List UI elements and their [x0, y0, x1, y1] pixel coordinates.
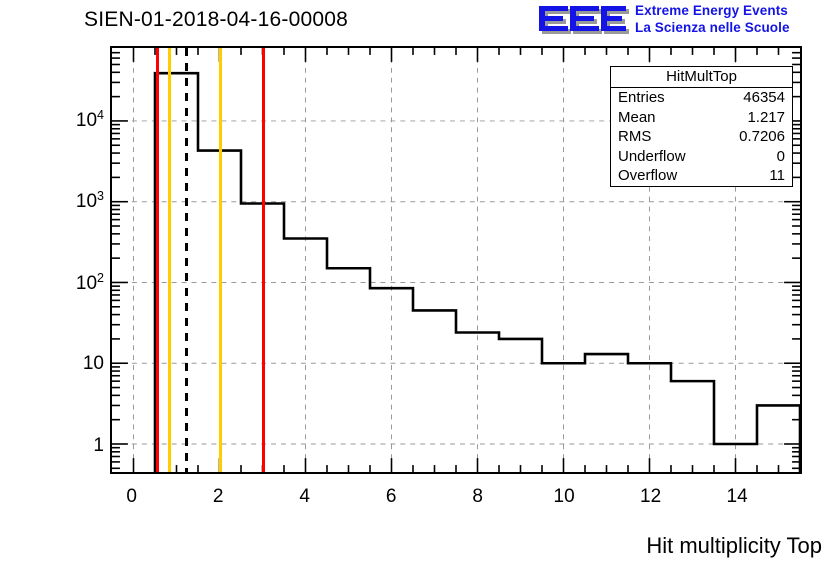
stats-row-value: 1.217	[747, 108, 785, 126]
x-tick-label: 8	[472, 486, 483, 507]
x-tick-label: 12	[640, 486, 662, 507]
eee-logo: Extreme Energy Events La Scienza nelle S…	[537, 2, 833, 40]
eee-letters-icon	[539, 6, 629, 34]
page-title: SIEN-01-2018-04-16-00008	[84, 8, 348, 31]
y-tick-label: 1	[93, 434, 104, 456]
x-axis-title: Hit multiplicity Top	[646, 533, 822, 558]
red-low-threshold	[156, 48, 160, 472]
stats-row-value: 0.7206	[739, 128, 785, 145]
stats-box-title: HitMultTop	[611, 67, 792, 88]
eee-logo-text: Extreme Energy Events La Scienza nelle S…	[635, 3, 790, 36]
x-tick-label: 0	[126, 486, 137, 507]
stats-row: Mean 1.217	[611, 108, 792, 128]
marker-lines	[112, 48, 800, 472]
stats-row: Underflow 0	[611, 147, 792, 167]
stats-row: Overflow 11	[611, 166, 792, 186]
eee-logo-line1: Extreme Energy Events	[635, 3, 788, 18]
orange-high-threshold	[219, 48, 223, 472]
x-tick-label: 4	[299, 486, 310, 507]
y-tick-label: 102	[75, 270, 104, 294]
x-tick-label: 6	[385, 486, 397, 507]
stats-row-key: Entries	[618, 89, 665, 106]
eee-logo-line2: La Scienza nelle Scuole	[635, 19, 790, 35]
y-axis-labels: 1 10 102 103 104	[0, 0, 104, 572]
y-tick-label: 10	[82, 353, 104, 375]
x-tick-label: 2	[212, 486, 224, 507]
stats-row-key: Overflow	[618, 167, 678, 184]
x-tick-label: 14	[726, 486, 748, 507]
y-tick-label: 104	[75, 107, 104, 131]
x-axis-labels: 0 2 4 6 8 10 12 14	[0, 486, 836, 516]
stats-box-rows: Entries 46354 Mean 1.217 RMS 0.7206 Underflow 0…	[611, 88, 792, 186]
orange-low-threshold	[168, 48, 172, 472]
stats-row-key: RMS	[618, 128, 652, 145]
red-high-threshold	[262, 48, 266, 472]
stats-row-key: Mean	[618, 108, 656, 126]
y-tick-label: 103	[75, 188, 104, 213]
stats-box: HitMultTop Entries 46354 Mean 1.217 RMS 0.720…	[610, 66, 793, 187]
stats-row-value: 46354	[743, 89, 785, 106]
stats-row: Entries 46354	[611, 88, 792, 108]
stats-row-value: 11	[769, 167, 785, 184]
stats-row-value: 0	[776, 147, 785, 165]
stats-row-key: Underflow	[618, 147, 686, 165]
stats-row: RMS 0.7206	[611, 127, 792, 147]
histogram-curve	[153, 71, 800, 472]
mean-line	[185, 48, 189, 472]
x-tick-label: 10	[553, 486, 575, 507]
